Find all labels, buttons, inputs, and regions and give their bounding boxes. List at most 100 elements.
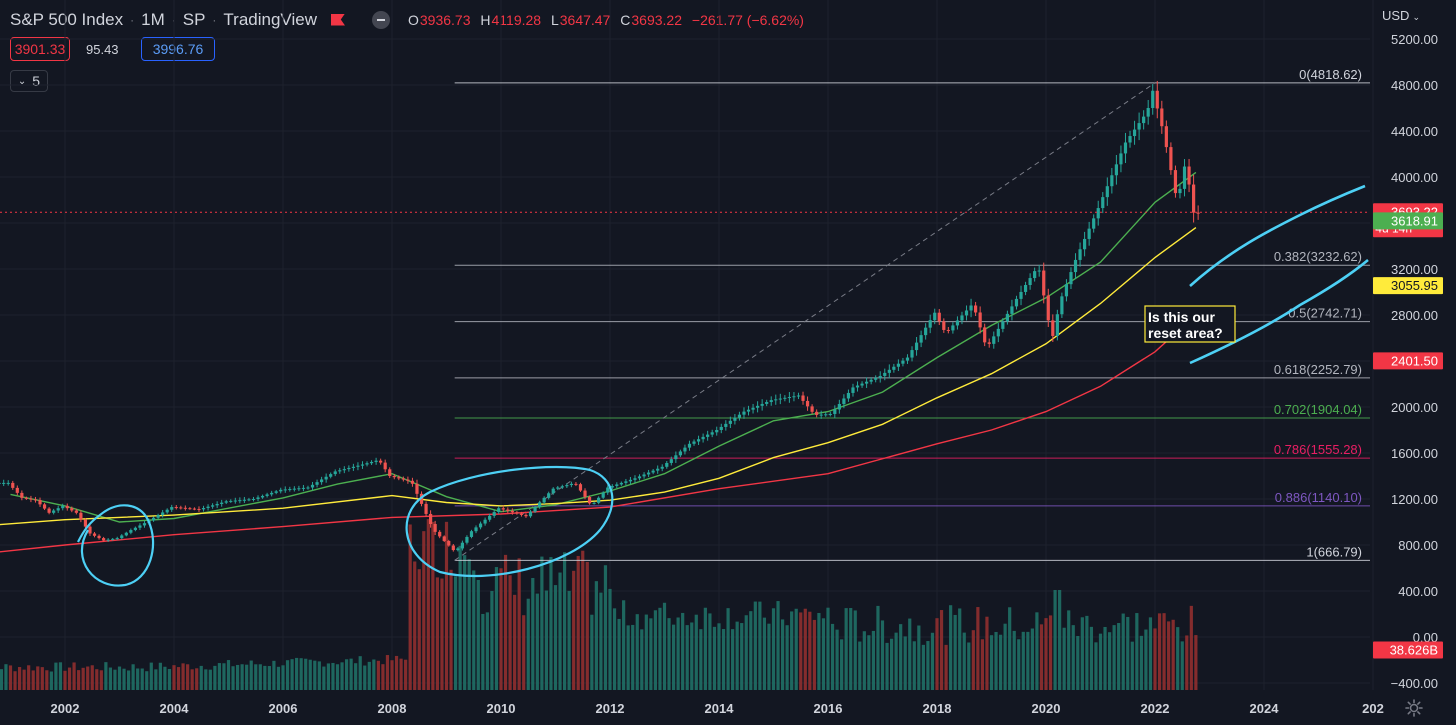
volume-bar bbox=[449, 569, 453, 690]
candle-body bbox=[1182, 166, 1187, 189]
candle-body bbox=[224, 501, 228, 503]
volume-bar bbox=[154, 669, 158, 690]
currency-selector[interactable]: USD ⌄ bbox=[1382, 8, 1420, 23]
volume-bar bbox=[862, 631, 866, 690]
x-axis: 2002 2004 2006 2008 2010 2012 2014 2016 2018 2020… bbox=[51, 701, 1384, 716]
sell-price-button[interactable]: 3901.33 bbox=[10, 37, 70, 61]
candlesticks bbox=[0, 80, 1200, 552]
candle-body bbox=[574, 483, 578, 485]
interval-label[interactable]: 1M bbox=[141, 10, 165, 29]
volume-bar bbox=[317, 661, 321, 690]
candle-body bbox=[97, 535, 101, 539]
candle-body bbox=[551, 488, 555, 494]
candle-body bbox=[665, 462, 669, 467]
volume-bar bbox=[771, 608, 776, 690]
volume-bar bbox=[453, 576, 458, 690]
x-axis-tick-label: 2018 bbox=[923, 701, 952, 716]
volume-bar bbox=[926, 641, 930, 690]
volume-bar bbox=[989, 635, 994, 690]
candle-body bbox=[510, 510, 514, 513]
candle-body bbox=[24, 497, 28, 499]
candle-body bbox=[1192, 184, 1196, 213]
volume-bar bbox=[840, 639, 844, 690]
candle-body bbox=[624, 481, 628, 483]
candle-body bbox=[356, 465, 360, 467]
candle-body bbox=[933, 312, 937, 321]
gear-icon[interactable] bbox=[1404, 698, 1424, 718]
volume-bar bbox=[1021, 631, 1025, 690]
candle-body bbox=[197, 508, 201, 510]
candle-body bbox=[533, 507, 537, 512]
volume-bar bbox=[1003, 623, 1007, 690]
x-axis-tick-label: 2024 bbox=[1250, 701, 1280, 716]
candle-body bbox=[715, 430, 719, 433]
volume-bar bbox=[63, 670, 67, 690]
candle-body bbox=[501, 508, 505, 510]
candle-body bbox=[1023, 285, 1028, 292]
volume-bar bbox=[958, 608, 962, 690]
candle-body bbox=[951, 325, 955, 331]
candle-body bbox=[914, 342, 919, 351]
volume-bar bbox=[440, 578, 444, 690]
candle-body bbox=[1037, 270, 1041, 272]
candle-body bbox=[996, 328, 1000, 337]
candle-body bbox=[756, 405, 760, 408]
candle-body bbox=[369, 461, 374, 464]
volume-bar bbox=[830, 623, 835, 690]
candle-body bbox=[70, 508, 74, 511]
price-change: −261.77 (−6.62%) bbox=[691, 12, 804, 28]
volume-bar bbox=[785, 625, 789, 690]
candle-body bbox=[1101, 197, 1105, 209]
candle-body bbox=[815, 411, 819, 415]
volume-bar bbox=[195, 668, 199, 690]
volume-bar bbox=[1067, 610, 1071, 690]
candle-body bbox=[905, 357, 910, 361]
candle-body bbox=[1105, 186, 1109, 198]
volume-bar bbox=[22, 669, 26, 690]
fib-level-label: 0.5(2742.71) bbox=[1288, 306, 1362, 321]
candle-body bbox=[1196, 212, 1200, 214]
candle-body bbox=[124, 532, 128, 536]
candle-body bbox=[460, 542, 464, 549]
volume-bar bbox=[344, 659, 349, 690]
collapse-icon[interactable] bbox=[371, 11, 390, 29]
candle-body bbox=[578, 484, 583, 491]
buy-price-button[interactable]: 3996.76 bbox=[141, 37, 215, 61]
candle-body bbox=[401, 478, 405, 480]
volume-bar bbox=[885, 642, 889, 690]
candle-body bbox=[233, 500, 237, 502]
candle-body bbox=[883, 372, 887, 376]
candle-body bbox=[1001, 321, 1005, 329]
volume-bar bbox=[1094, 642, 1098, 690]
candle-body bbox=[1051, 320, 1055, 336]
source-label: TradingView bbox=[223, 10, 317, 29]
candle-body bbox=[610, 485, 614, 488]
candle-body bbox=[696, 439, 701, 442]
candle-body bbox=[497, 508, 501, 513]
y-axis-tick-label: 1200.00 bbox=[1391, 492, 1438, 507]
candle-body bbox=[528, 511, 533, 517]
candle-body bbox=[315, 482, 319, 485]
volume-bar bbox=[817, 612, 821, 690]
candle-body bbox=[737, 414, 742, 418]
volume-bar bbox=[163, 666, 167, 690]
symbol-name[interactable]: S&P 500 Index bbox=[10, 10, 124, 29]
circle-annotation bbox=[77, 504, 155, 587]
volume-bar bbox=[186, 664, 190, 690]
volume-bar bbox=[217, 663, 222, 690]
candle-body bbox=[519, 513, 524, 515]
candle-body bbox=[424, 503, 428, 514]
volume-bar bbox=[1076, 636, 1080, 690]
candle-body bbox=[1064, 284, 1069, 297]
candle-body bbox=[837, 403, 841, 410]
volume-bar bbox=[390, 660, 394, 690]
volume-bar bbox=[835, 629, 839, 690]
volume-bar bbox=[1162, 613, 1166, 690]
indicators-toggle[interactable]: ⌄ 5 bbox=[10, 70, 48, 92]
volume-bar bbox=[858, 641, 862, 690]
volume-bar bbox=[86, 666, 90, 690]
candle-body bbox=[1119, 153, 1123, 165]
candle-body bbox=[901, 360, 905, 364]
candle-body bbox=[846, 392, 851, 399]
